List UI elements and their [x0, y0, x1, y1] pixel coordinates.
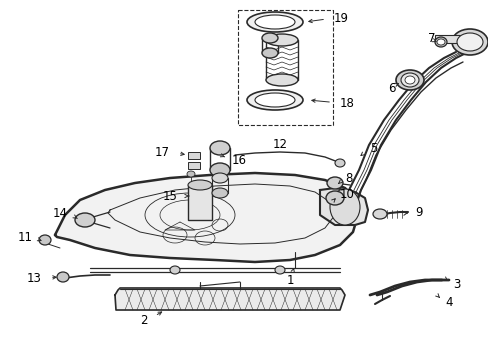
Text: 2: 2: [140, 314, 148, 327]
Ellipse shape: [262, 48, 278, 58]
Ellipse shape: [75, 213, 95, 227]
Bar: [187, 152, 200, 159]
Ellipse shape: [265, 34, 297, 46]
Text: 16: 16: [231, 153, 246, 166]
Ellipse shape: [400, 73, 418, 87]
Ellipse shape: [372, 209, 386, 219]
Text: 9: 9: [414, 206, 422, 219]
Ellipse shape: [212, 173, 227, 183]
Ellipse shape: [404, 76, 414, 84]
Ellipse shape: [246, 12, 303, 32]
Text: 6: 6: [387, 81, 395, 95]
Polygon shape: [55, 173, 357, 262]
Text: 18: 18: [339, 96, 354, 109]
Text: 15: 15: [163, 189, 178, 202]
Text: 19: 19: [333, 12, 348, 24]
Ellipse shape: [265, 74, 297, 86]
Ellipse shape: [57, 272, 69, 282]
Text: 17: 17: [155, 145, 170, 158]
Ellipse shape: [187, 180, 212, 190]
Text: 12: 12: [272, 138, 287, 150]
Bar: [434, 35, 459, 43]
Ellipse shape: [262, 33, 278, 43]
Text: 13: 13: [27, 271, 42, 284]
Text: 5: 5: [369, 141, 377, 154]
Ellipse shape: [395, 70, 423, 90]
Ellipse shape: [456, 33, 482, 51]
Text: 10: 10: [339, 188, 354, 201]
Ellipse shape: [326, 177, 342, 189]
Polygon shape: [115, 288, 345, 310]
Text: 4: 4: [444, 297, 451, 310]
Ellipse shape: [436, 39, 444, 45]
Ellipse shape: [39, 235, 51, 245]
Ellipse shape: [254, 93, 294, 107]
Text: 7: 7: [427, 32, 435, 45]
Text: 8: 8: [345, 171, 352, 185]
Text: 3: 3: [452, 279, 459, 292]
Polygon shape: [319, 188, 367, 225]
Ellipse shape: [451, 29, 487, 55]
Bar: [238, 10, 332, 125]
Bar: [187, 185, 212, 220]
Ellipse shape: [186, 171, 195, 177]
Ellipse shape: [212, 188, 227, 198]
Ellipse shape: [209, 163, 229, 177]
Text: 14: 14: [53, 207, 68, 220]
Text: 1: 1: [285, 274, 293, 287]
Ellipse shape: [170, 266, 180, 274]
Ellipse shape: [246, 90, 303, 110]
Ellipse shape: [329, 189, 359, 225]
Ellipse shape: [334, 159, 345, 167]
Ellipse shape: [434, 37, 446, 47]
Ellipse shape: [325, 191, 343, 205]
Ellipse shape: [209, 141, 229, 155]
Ellipse shape: [254, 15, 294, 29]
Bar: [187, 162, 200, 169]
Text: 11: 11: [18, 230, 33, 243]
Ellipse shape: [274, 266, 285, 274]
